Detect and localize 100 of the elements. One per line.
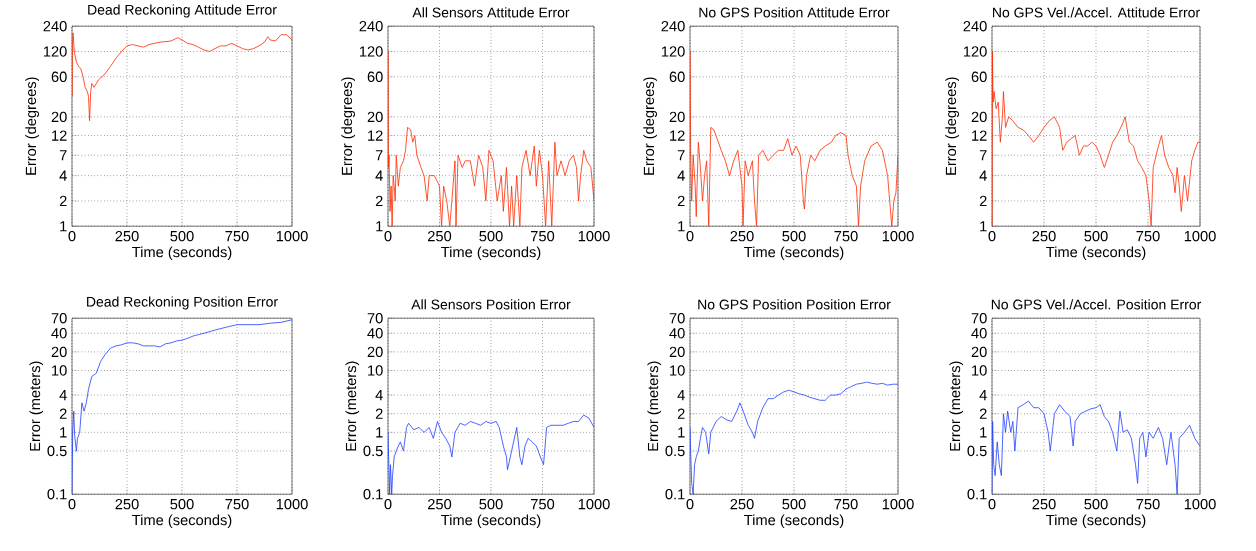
chart-title: All Sensors Attitude Error (412, 7, 570, 18)
chart-title: No GPS Vel./Accel. Position Error (991, 299, 1202, 310)
y-tick-label: 12 (670, 130, 685, 141)
y-tick-label: 4 (375, 170, 383, 181)
x-tick-label: 750 (1136, 230, 1160, 242)
x-tick-label: 250 (1032, 498, 1056, 510)
y-tick-label: 70 (971, 312, 987, 324)
y-tick-label: 1 (376, 427, 383, 438)
chart-title: No GPS Position Position Error (698, 299, 891, 310)
x-tick-label: 750 (531, 230, 555, 242)
y-tick-label: 70 (51, 312, 67, 324)
y-tick-label: 240 (43, 20, 67, 32)
y-axis-title: Error (meters) (949, 361, 964, 451)
y-tick-label: 1 (60, 427, 67, 438)
x-tick-label: 1000 (276, 230, 308, 242)
y-tick-label: 2 (375, 195, 383, 206)
y-tick-label: 20 (367, 111, 383, 122)
y-tick-label: 7 (375, 150, 383, 161)
x-tick-label: 250 (428, 498, 452, 510)
y-axis-title: Error (degrees) (945, 77, 959, 175)
y-tick-label: 1 (678, 427, 685, 438)
y-tick-label: 2 (375, 408, 383, 419)
x-tick-label: 1000 (882, 498, 914, 510)
y-tick-label: 10 (972, 365, 987, 376)
line-series (72, 32, 292, 122)
y-tick-label: 240 (359, 20, 383, 32)
y-tick-label: 0.5 (665, 445, 685, 457)
x-tick-label: 750 (225, 498, 249, 510)
x-tick-label: 1000 (1184, 230, 1216, 242)
x-tick-label: 0 (68, 498, 76, 510)
y-tick-label: 20 (669, 111, 685, 122)
x-tick-label: 750 (531, 498, 555, 510)
x-tick-label: 500 (170, 498, 194, 510)
y-tick-label: 12 (52, 130, 67, 141)
x-axis-title: Time (seconds) (1046, 514, 1146, 529)
y-tick-label: 1 (60, 221, 67, 232)
y-tick-label: 20 (51, 111, 67, 122)
y-tick-label: 70 (669, 312, 685, 324)
y-tick-label: 10 (368, 365, 383, 376)
y-tick-label: 120 (661, 46, 685, 57)
y-tick-label: 4 (375, 389, 383, 401)
x-tick-label: 0 (68, 230, 76, 242)
x-tick-label: 750 (1136, 498, 1160, 510)
x-tick-label: 250 (115, 498, 139, 510)
y-tick-label: 2 (59, 408, 67, 419)
x-tick-label: 0 (384, 498, 392, 510)
y-tick-label: 240 (963, 20, 987, 32)
y-tick-label: 2 (979, 408, 987, 419)
y-tick-label: 0.5 (363, 445, 383, 457)
x-tick-label: 1000 (1184, 498, 1216, 510)
y-tick-label: 0.1 (665, 488, 685, 500)
y-tick-label: 20 (367, 346, 383, 357)
y-axis-title: Error (degrees) (25, 77, 39, 175)
x-axis-title: Time (seconds) (132, 514, 232, 529)
x-axis-title: Time (seconds) (1046, 246, 1146, 261)
y-tick-label: 7 (677, 150, 685, 161)
y-tick-label: 0.5 (47, 445, 67, 457)
chart-title: All Sensors Position Error (411, 299, 571, 310)
y-axis-title: Error (degrees) (341, 77, 355, 175)
y-tick-label: 20 (669, 346, 685, 357)
y-tick-label: 2 (59, 195, 67, 206)
y-tick-label: 2 (979, 195, 987, 206)
y-axis-title: Error (degrees) (643, 77, 657, 175)
x-tick-label: 250 (428, 230, 452, 242)
y-tick-label: 20 (971, 346, 987, 357)
x-axis-title: Time (seconds) (132, 246, 232, 261)
y-tick-label: 4 (677, 170, 685, 181)
x-tick-label: 500 (782, 498, 806, 510)
x-tick-label: 0 (384, 230, 392, 242)
y-tick-label: 40 (367, 327, 383, 339)
y-tick-label: 4 (979, 170, 987, 181)
y-tick-label: 120 (43, 46, 67, 57)
x-tick-label: 750 (834, 230, 858, 242)
y-tick-label: 240 (661, 20, 685, 32)
y-tick-label: 60 (669, 71, 685, 82)
y-tick-label: 0.5 (967, 445, 987, 457)
y-tick-label: 1 (980, 427, 987, 438)
x-axis-title: Time (seconds) (441, 514, 541, 529)
y-tick-label: 1 (980, 221, 987, 232)
y-tick-label: 60 (367, 71, 383, 82)
x-tick-label: 0 (988, 230, 996, 242)
chart-title: Dead Reckoning Position Error (87, 296, 278, 310)
y-tick-label: 1 (376, 221, 383, 232)
x-axis-title: Time (seconds) (744, 514, 844, 529)
x-tick-label: 0 (686, 230, 694, 242)
x-tick-label: 500 (782, 230, 806, 242)
x-tick-label: 750 (834, 498, 858, 510)
y-axis-title: Error (meters) (29, 361, 44, 451)
x-tick-label: 750 (225, 230, 249, 242)
y-tick-label: 7 (59, 150, 67, 161)
y-axis-title: Error (meters) (345, 361, 360, 451)
y-tick-label: 7 (979, 150, 987, 161)
x-tick-label: 1000 (276, 498, 308, 510)
x-tick-label: 250 (1032, 230, 1056, 242)
x-tick-label: 1000 (882, 230, 914, 242)
x-tick-label: 0 (988, 498, 996, 510)
x-tick-label: 500 (1084, 230, 1108, 242)
y-tick-label: 120 (963, 46, 987, 57)
y-tick-label: 20 (51, 346, 67, 357)
y-tick-label: 4 (677, 389, 685, 401)
